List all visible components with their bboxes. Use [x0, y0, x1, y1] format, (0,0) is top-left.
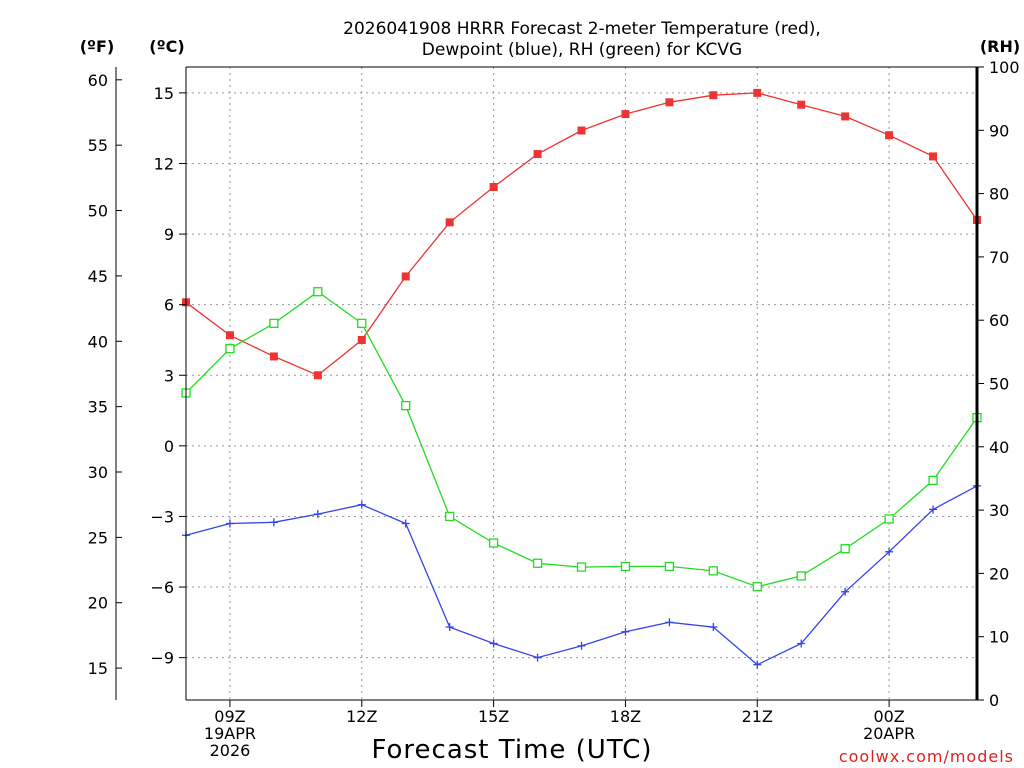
unit-label-celsius: (ºC)	[149, 37, 184, 56]
chart-title-line2: Dewpoint (blue), RH (green) for KCVG	[422, 40, 742, 60]
rh-tick-label: 80	[989, 185, 1009, 204]
temperature-point	[797, 100, 806, 109]
dewpoint-point	[885, 547, 894, 556]
rh-point	[752, 582, 762, 592]
rh-point	[664, 561, 675, 572]
x-axis-label: Forecast Time (UTC)	[371, 735, 652, 765]
dewpoint-point	[753, 660, 762, 669]
x-tick-label: 20APR	[863, 724, 915, 743]
celsius-tick-label: 6	[164, 296, 174, 315]
x-tick-label: 2026	[210, 741, 251, 760]
dewpoint-point	[269, 518, 278, 527]
rh-point	[884, 514, 894, 524]
temperature-point	[577, 126, 586, 135]
rh-point	[532, 558, 543, 568]
credit-link[interactable]: coolwx.com/models	[839, 747, 1014, 766]
temperature-point	[533, 150, 542, 159]
celsius-tick-label: 3	[164, 366, 174, 385]
temperature-point	[885, 131, 894, 140]
celsius-tick-label: 15	[154, 84, 174, 103]
rh-point	[401, 401, 411, 411]
rh-point	[576, 562, 587, 572]
rh-tick-label: 10	[989, 628, 1009, 647]
temperature-point	[401, 272, 410, 281]
dewpoint-point	[841, 587, 850, 596]
temperature-point	[269, 352, 278, 361]
dewpoint-point	[489, 639, 498, 648]
dewpoint-point	[709, 623, 718, 632]
fahrenheit-tick-label: 40	[88, 332, 108, 351]
fahrenheit-tick-label: 15	[88, 659, 108, 678]
dewpoint-point	[929, 505, 938, 514]
dewpoint-point	[533, 653, 542, 662]
dewpoint-point	[665, 618, 674, 627]
temperature-point	[709, 91, 718, 100]
x-tick-label: 09Z	[214, 707, 245, 726]
fahrenheit-tick-label: 20	[88, 594, 108, 613]
rh-point	[928, 475, 938, 485]
unit-label-fahrenheit: (ºF)	[80, 37, 115, 56]
dewpoint-point	[313, 510, 322, 519]
rh-tick-label: 100	[989, 58, 1020, 77]
rh-tick-label: 70	[989, 248, 1009, 267]
rh-tick-label: 40	[989, 438, 1009, 457]
rh-tick-label: 0	[989, 691, 999, 710]
rh-point	[620, 561, 631, 572]
rh-point	[708, 566, 718, 576]
dewpoint-point	[357, 500, 366, 509]
temperature-point	[665, 98, 674, 107]
rh-point	[840, 544, 850, 554]
dewpoint-point	[225, 519, 234, 528]
temperature-point	[225, 331, 234, 340]
rh-point	[313, 287, 323, 297]
x-tick-label: 00Z	[873, 707, 904, 726]
rh-point	[796, 571, 806, 581]
celsius-tick-label: 9	[164, 225, 174, 244]
dewpoint-point	[621, 627, 630, 636]
temperature-point	[929, 152, 938, 161]
temperature-point	[357, 335, 366, 344]
fahrenheit-tick-label: 25	[88, 528, 108, 547]
temperature-point	[313, 371, 322, 380]
celsius-tick-label: −6	[150, 578, 174, 597]
x-tick-label: 21Z	[742, 707, 773, 726]
celsius-tick-label: −9	[150, 649, 174, 668]
fahrenheit-tick-label: 35	[88, 398, 108, 417]
temperature-point	[841, 112, 850, 121]
rh-point	[445, 511, 455, 522]
temperature-point	[489, 183, 498, 192]
temperature-point	[445, 218, 454, 227]
rh-point	[269, 318, 279, 329]
chart-title-line1: 2026041908 HRRR Forecast 2-meter Tempera…	[343, 19, 821, 39]
rh-point	[225, 344, 235, 354]
rh-tick-label: 30	[989, 501, 1009, 520]
fahrenheit-tick-label: 45	[88, 267, 108, 286]
rh-point	[488, 538, 499, 548]
fahrenheit-tick-label: 50	[88, 202, 108, 221]
x-tick-label: 19APR	[204, 724, 256, 743]
dewpoint-point	[445, 623, 454, 632]
rh-tick-label: 90	[989, 121, 1009, 140]
rh-tick-label: 20	[989, 564, 1009, 583]
temperature-point	[621, 110, 630, 119]
celsius-tick-label: 0	[164, 437, 174, 456]
fahrenheit-tick-label: 30	[88, 463, 108, 482]
x-tick-label: 15Z	[478, 707, 509, 726]
x-tick-label: 12Z	[346, 707, 377, 726]
axes: 6055504540353025201515129630−3−6−9100908…	[88, 58, 1020, 760]
dewpoint-point	[401, 519, 410, 528]
dewpoint-point	[797, 639, 806, 648]
celsius-tick-label: −3	[150, 507, 174, 526]
rh-tick-label: 60	[989, 311, 1009, 330]
temperature-point	[753, 88, 762, 97]
x-tick-label: 18Z	[610, 707, 641, 726]
rh-point	[357, 318, 367, 329]
dewpoint-point	[577, 641, 586, 650]
unit-label-rh: (RH)	[980, 37, 1020, 56]
fahrenheit-tick-label: 60	[88, 71, 108, 90]
celsius-tick-label: 12	[154, 154, 174, 173]
rh-tick-label: 50	[989, 375, 1009, 394]
fahrenheit-tick-label: 55	[88, 136, 108, 155]
